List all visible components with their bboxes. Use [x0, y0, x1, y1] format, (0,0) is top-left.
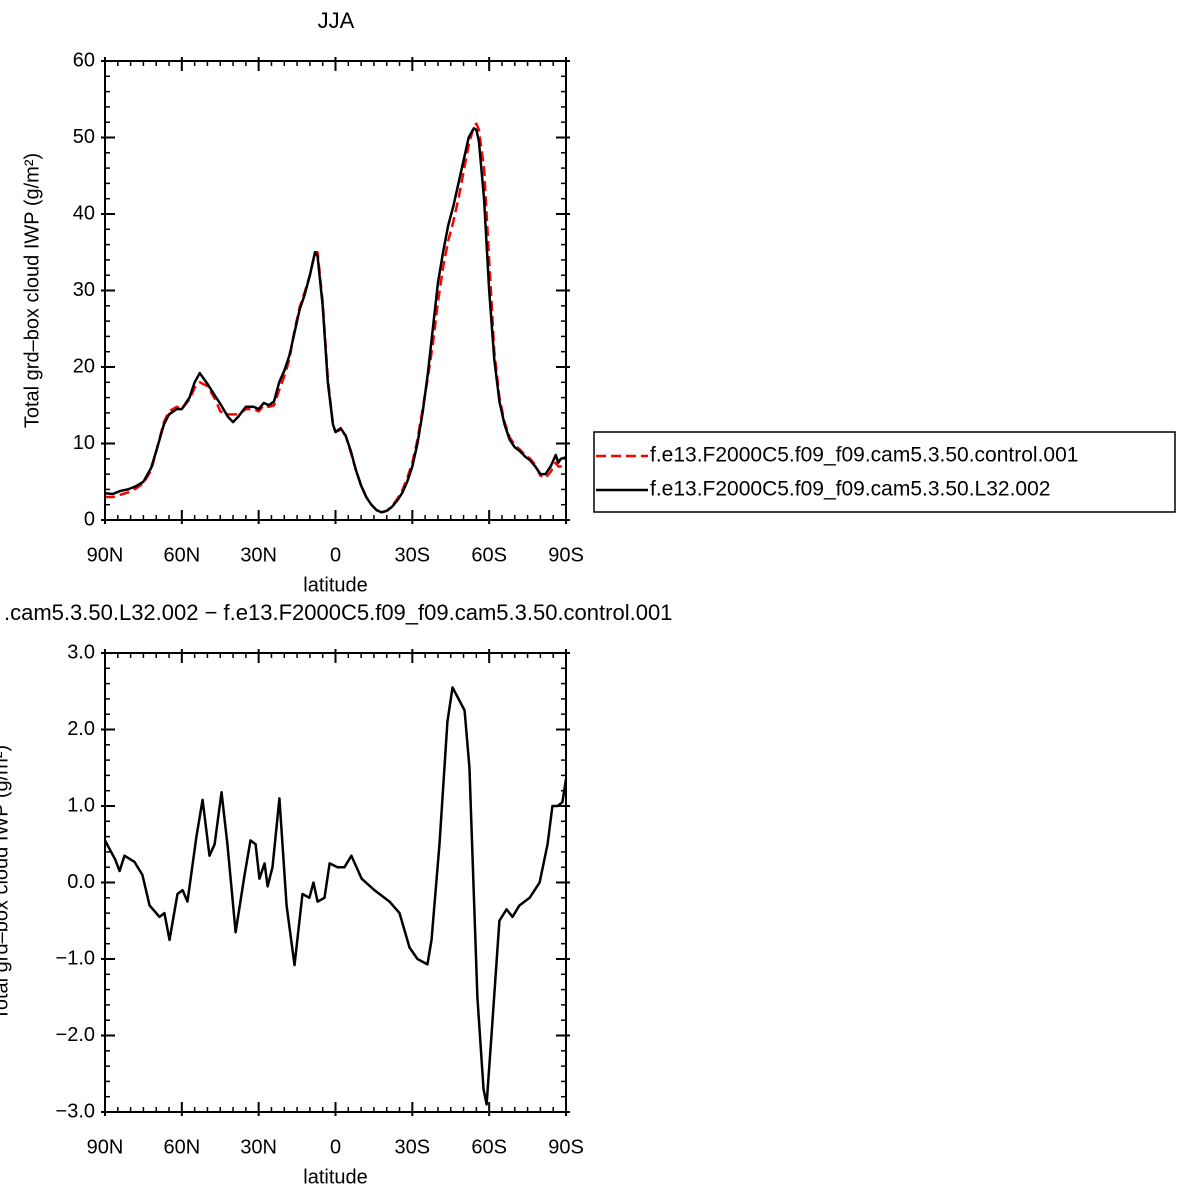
x-tick-label: 30S — [395, 544, 431, 566]
y-tick-label: −2.0 — [56, 1024, 95, 1046]
x-tick-label: 90S — [548, 1136, 584, 1158]
x-tick-label: 60N — [163, 544, 200, 566]
x-tick-label: 60S — [471, 1136, 507, 1158]
x-tick-label: 90N — [87, 1136, 124, 1158]
y-tick-label: 20 — [73, 355, 95, 377]
x-tick-label: 0 — [330, 1136, 341, 1158]
data-line — [105, 686, 566, 1106]
y-axis-label: Total grd–box cloud IWP (g/m²) — [21, 153, 43, 428]
x-tick-label: 30N — [240, 1136, 277, 1158]
y-axis-label: Total grd–box cloud IWP (g/m²) — [0, 745, 12, 1020]
y-tick-label: 30 — [73, 279, 95, 301]
data-line — [105, 122, 566, 514]
y-tick-label: 60 — [73, 49, 95, 71]
y-tick-label: 0 — [84, 508, 95, 530]
x-tick-label: 30N — [240, 544, 277, 566]
x-tick-label: 30S — [395, 1136, 431, 1158]
y-tick-label: −3.0 — [56, 1100, 95, 1122]
y-tick-label: 1.0 — [67, 794, 95, 816]
plot-frame — [104, 60, 567, 521]
x-tick-label: 90S — [548, 544, 584, 566]
y-tick-label: −1.0 — [56, 947, 95, 969]
y-tick-label: 2.0 — [67, 718, 95, 740]
y-tick-label: 40 — [73, 202, 95, 224]
y-tick-label: 3.0 — [67, 641, 95, 663]
y-tick-label: 10 — [73, 432, 95, 454]
x-tick-label: 60N — [163, 1136, 200, 1158]
chart-title: JJA — [318, 8, 355, 33]
legend-box — [593, 431, 1176, 513]
chart-title: .cam5.3.50.L32.002 − f.e13.F2000C5.f09_f… — [4, 600, 672, 625]
plot-frame — [104, 652, 567, 1113]
legend-label: f.e13.F2000C5.f09_f09.cam5.3.50.control.… — [650, 444, 1078, 467]
x-tick-label: 60S — [471, 544, 507, 566]
x-axis-label: latitude — [303, 1166, 368, 1188]
x-axis-label: latitude — [303, 574, 368, 596]
x-tick-label: 90N — [87, 544, 124, 566]
x-tick-label: 0 — [330, 544, 341, 566]
y-tick-label: 0.0 — [67, 871, 95, 893]
legend-label: f.e13.F2000C5.f09_f09.cam5.3.50.L32.002 — [650, 478, 1050, 501]
y-tick-label: 50 — [73, 126, 95, 148]
data-line — [105, 127, 566, 514]
